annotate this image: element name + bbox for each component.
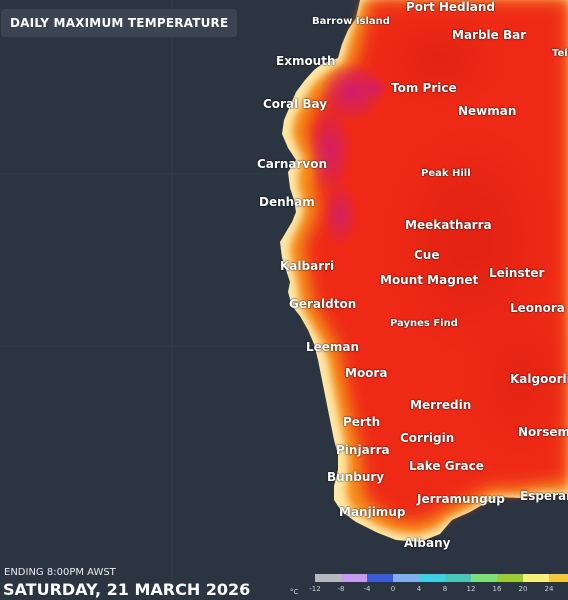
place-label-moora: Moora [345,366,388,380]
legend-unit: °C [290,588,299,596]
forecast-ending-time: ENDING 8:00PM AWST [4,567,116,578]
legend-label: 12 [466,585,476,593]
legend-label: -8 [337,585,345,593]
legend-swatch [419,574,445,582]
place-label-barrow-island: Barrow Island [312,16,390,27]
place-label-paynes-find: Paynes Find [390,318,458,329]
place-label-exmouth: Exmouth [276,54,336,68]
temperature-legend: °C -12 -8 -4 0 4 8 12 16 20 24 [290,573,568,600]
legend-swatch [471,574,497,582]
place-label-manjimup: Manjimup [339,505,406,519]
place-label-mount-magnet: Mount Magnet [380,273,479,287]
legend-label: 20 [518,585,528,593]
place-label-marble-bar: Marble Bar [452,28,527,42]
place-label-corrigin: Corrigin [400,431,455,445]
place-label-telf: Telf [552,48,568,59]
legend-label: 4 [416,585,422,593]
legend-swatch [315,574,341,582]
place-label-geraldton: Geraldton [289,297,357,311]
legend-swatch [393,574,419,582]
place-label-denham: Denham [259,195,315,209]
place-label-albany: Albany [404,536,451,550]
place-label-perth: Perth [343,415,381,429]
place-label-leinster: Leinster [489,266,545,280]
place-label-norseman: Norseman [518,425,568,439]
place-label-jerramungup: Jerramungup [417,492,505,506]
place-label-leeman: Leeman [306,340,360,354]
legend-label: 8 [442,585,448,593]
place-label-kalbarri: Kalbarri [280,259,335,273]
place-label-carnarvon: Carnarvon [257,157,327,171]
legend-color-bar [315,574,568,582]
legend-swatch [523,574,549,582]
map-title: DAILY MAXIMUM TEMPERATURE [1,9,238,37]
legend-label: 0 [390,585,396,593]
place-label-esperance: Esperance [520,489,568,503]
place-label-lake-grace: Lake Grace [409,459,484,473]
legend-swatch [497,574,523,582]
place-label-newman: Newman [458,104,517,118]
legend-label: -12 [309,585,321,593]
legend-label: 16 [492,585,502,593]
place-label-coral-bay: Coral Bay [263,97,328,111]
place-label-bunbury: Bunbury [327,470,385,484]
place-label-port-hedland: Port Hedland [406,0,495,14]
place-label-merredin: Merredin [410,398,472,412]
legend-swatch [549,574,568,582]
legend-swatch [445,574,471,582]
place-label-meekatharra: Meekatharra [405,218,492,232]
legend-label: -4 [363,585,371,593]
place-label-pinjarra: Pinjarra [336,443,390,457]
place-label-kalgoorlie: Kalgoorlie [510,372,568,386]
place-label-tom-price: Tom Price [391,81,457,95]
place-label-peak-hill: Peak Hill [421,168,471,179]
legend-swatch [341,574,367,582]
legend-label: 24 [544,585,554,593]
forecast-date: SATURDAY, 21 MARCH 2026 [3,580,251,599]
legend-swatch [367,574,393,582]
place-label-leonora: Leonora [510,301,565,315]
place-label-cue: Cue [414,248,440,262]
